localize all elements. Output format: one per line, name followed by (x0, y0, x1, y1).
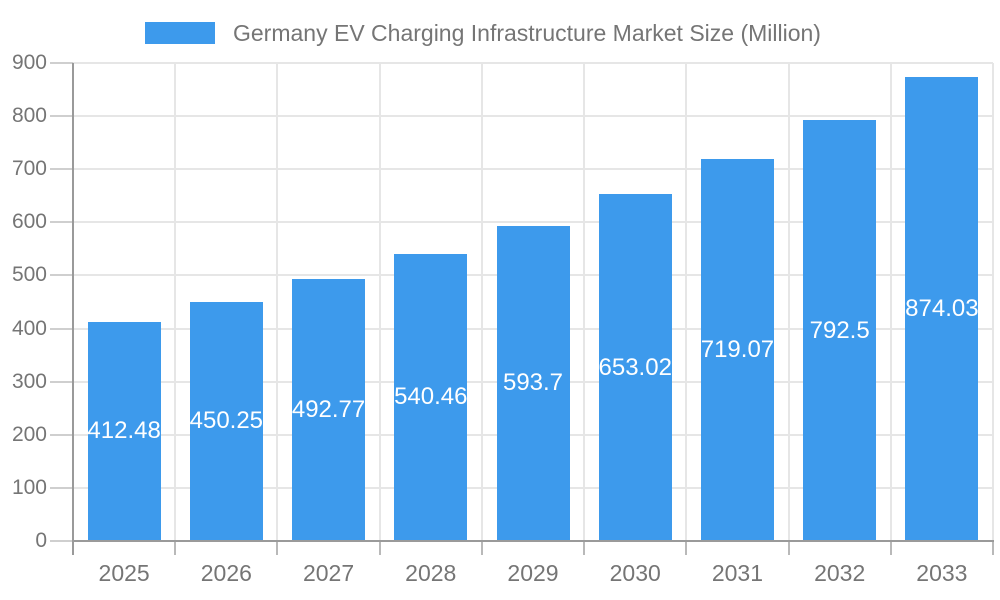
x-axis-label: 2029 (507, 560, 559, 586)
y-axis-tick (50, 486, 73, 489)
x-gridline (787, 63, 790, 541)
bar-2032 (803, 120, 877, 541)
bar-value-label: 792.5 (809, 316, 870, 344)
x-axis-label: 2026 (200, 560, 252, 586)
legend-label: Germany EV Charging Infrastructure Marke… (233, 19, 821, 46)
y-axis-label: 100 (11, 475, 47, 499)
x-axis-tick (787, 541, 790, 555)
x-gridline (992, 63, 994, 541)
y-axis-tick (50, 540, 73, 542)
legend-swatch (145, 22, 215, 44)
y-axis-tick (50, 62, 73, 64)
y-axis-line (72, 63, 74, 555)
x-axis-label: 2031 (711, 560, 764, 586)
y-axis-tick (50, 115, 73, 118)
y-axis-tick (50, 168, 73, 171)
y-axis-label: 600 (11, 210, 47, 234)
y-axis-tick (50, 380, 73, 383)
y-axis-tick (50, 221, 73, 224)
y-gridline (73, 221, 993, 224)
bar-2027 (292, 279, 366, 541)
y-axis-label: 800 (11, 104, 47, 128)
bar-value-label: 450.25 (189, 407, 264, 435)
y-axis-label: 0 (35, 529, 47, 552)
bar-2026 (189, 301, 263, 541)
x-axis-tick (378, 541, 381, 555)
bar-value-label: 540.46 (394, 383, 468, 411)
x-axis-label: 2033 (916, 560, 968, 586)
y-axis-label: 400 (11, 316, 47, 340)
x-axis-tick (174, 541, 177, 555)
x-axis-label: 2025 (98, 560, 150, 586)
x-axis-tick (583, 541, 586, 555)
y-axis-label: 200 (11, 422, 47, 446)
y-axis-tick (50, 274, 73, 277)
x-axis-tick (685, 541, 688, 555)
y-axis-label: 900 (11, 51, 47, 74)
x-axis-tick (889, 541, 892, 555)
legend-item[interactable]: Germany EV Charging Infrastructure Marke… (145, 15, 821, 51)
y-gridline (73, 115, 993, 118)
x-axis-label: 2027 (302, 560, 355, 586)
bar-value-label: 412.48 (87, 417, 161, 445)
x-axis-line (72, 540, 994, 542)
x-axis-label: 2028 (405, 560, 457, 586)
bar-2028 (394, 253, 468, 541)
x-gridline (889, 63, 892, 541)
x-gridline (480, 63, 483, 541)
y-gridline (73, 62, 993, 64)
x-gridline (174, 63, 177, 541)
bar-2033 (905, 76, 979, 541)
y-axis-tick (50, 327, 73, 330)
bar-value-label: 593.7 (502, 369, 564, 397)
bar-2031 (700, 159, 774, 541)
bar-2025 (87, 321, 161, 541)
x-axis-tick (992, 541, 994, 555)
x-axis-tick (276, 541, 279, 555)
x-gridline (276, 63, 279, 541)
x-axis-label: 2032 (814, 560, 866, 586)
bar-2029 (496, 225, 570, 541)
y-axis-label: 500 (11, 263, 47, 287)
y-axis-tick (50, 433, 73, 436)
bar-value-label: 719.07 (700, 336, 775, 364)
y-gridline (73, 168, 993, 171)
x-gridline (378, 63, 381, 541)
y-axis-label: 300 (11, 369, 47, 393)
x-gridline (583, 63, 586, 541)
x-gridline (685, 63, 688, 541)
x-axis-label: 2030 (609, 560, 661, 586)
bar-2030 (598, 194, 672, 541)
bar-value-label: 492.77 (291, 396, 366, 424)
bar-value-label: 874.03 (905, 294, 979, 322)
y-axis-label: 700 (11, 157, 47, 181)
bar-value-label: 653.02 (598, 353, 672, 381)
x-axis-tick (480, 541, 483, 555)
